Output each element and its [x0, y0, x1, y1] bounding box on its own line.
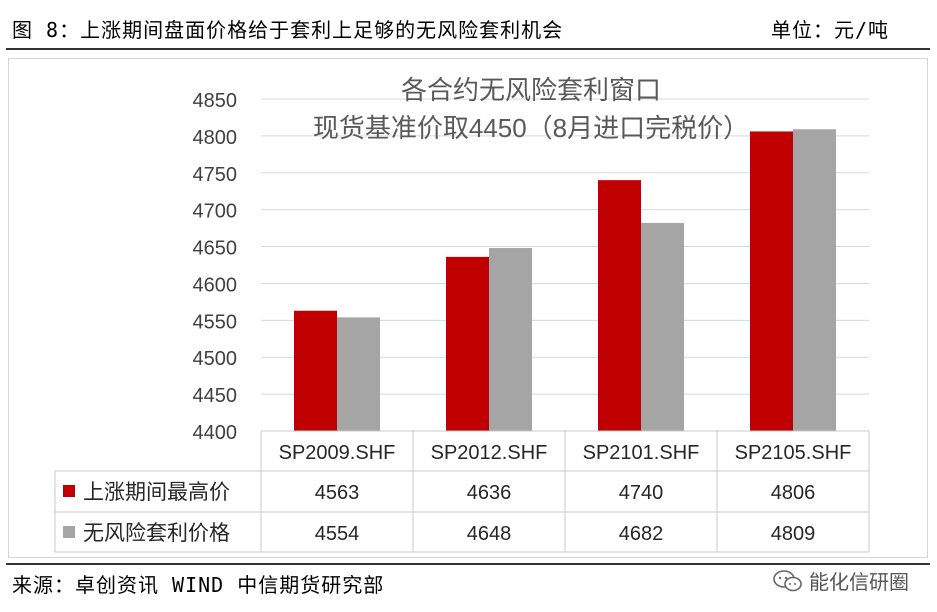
data-table: SP2009.SHF SP2012.SHF SP2101.SHF SP2105.SHF…: [54, 430, 870, 553]
y-tick-label: 4750: [193, 164, 238, 186]
data-label: 4682: [619, 523, 664, 545]
chat-bubble-icon: [773, 569, 802, 591]
figure-header: 图 8：上涨期间盘面价格给于套利上足够的无风险套利机会 单位：元/吨: [0, 0, 937, 50]
bar-highest-price: [446, 256, 489, 431]
y-tick-label: 4400: [193, 422, 238, 444]
bar-highest-price: [598, 180, 641, 431]
y-tick-label: 4850: [193, 90, 238, 112]
footer-rule: [6, 563, 930, 565]
annotation-line-2: 现货基准价取4450（8月进口完税价）: [313, 113, 749, 143]
y-tick-label: 4550: [193, 311, 238, 333]
figure-title: 图 8：上涨期间盘面价格给于套利上足够的无风险套利机会: [12, 18, 564, 42]
chart-frame: 4400 4450 4500 4550 4600 4650 4700 4750 4800 4850…: [8, 58, 928, 558]
bar-highest-price: [294, 310, 337, 431]
bar-arbitrage-price: [641, 222, 684, 431]
x-category-label: SP2009.SHF: [279, 442, 396, 464]
y-tick-label: 4450: [193, 385, 238, 407]
legend-series-name: 无风险套利价格: [83, 522, 230, 545]
x-category-label: SP2105.SHF: [735, 442, 852, 464]
data-label: 4809: [771, 523, 816, 545]
data-label: 4554: [315, 523, 360, 545]
annotation-line-1: 各合约无风险套利窗口: [401, 75, 661, 105]
watermark-text: 能化信研圈: [809, 570, 909, 594]
bar-chart: 4400 4450 4500 4550 4600 4650 4700 4750 4800 4850…: [54, 75, 870, 553]
data-label: 4648: [467, 523, 512, 545]
data-label: 4806: [771, 482, 816, 504]
header-rule: [6, 48, 930, 50]
data-label: 4740: [619, 482, 664, 504]
y-tick-label: 4650: [193, 238, 238, 260]
y-tick-label: 4500: [193, 348, 238, 370]
x-category-label: SP2101.SHF: [583, 442, 700, 464]
bar-arbitrage-price: [337, 317, 380, 431]
bar-highest-price: [750, 131, 793, 431]
bars: [294, 129, 836, 431]
legend-series-name: 上涨期间最高价: [83, 481, 230, 504]
data-label: 4636: [467, 482, 512, 504]
legend-swatch: [63, 485, 75, 497]
source-note: 来源：卓创资讯 WIND 中信期货研究部: [12, 573, 385, 597]
data-label: 4563: [315, 482, 360, 504]
unit-label: 单位：元/吨: [770, 18, 889, 42]
y-tick-label: 4600: [193, 274, 238, 296]
bar-arbitrage-price: [489, 248, 532, 431]
watermark: 能化信研圈: [773, 566, 909, 595]
bar-arbitrage-price: [793, 129, 836, 431]
legend-swatch: [63, 526, 75, 538]
y-tick-label: 4700: [193, 201, 238, 223]
y-axis-ticks: 4400 4450 4500 4550 4600 4650 4700 4750 4800 4850: [193, 90, 238, 444]
y-tick-label: 4800: [193, 127, 238, 149]
x-category-label: SP2012.SHF: [431, 442, 548, 464]
